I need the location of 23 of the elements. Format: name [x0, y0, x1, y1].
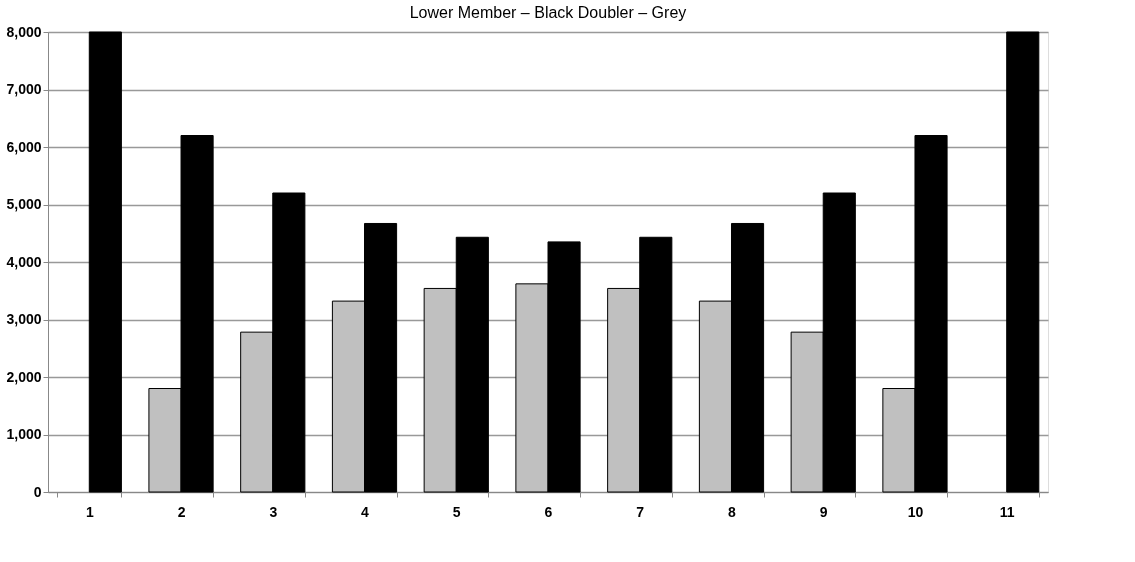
x-tick-label: 1	[85, 503, 94, 520]
y-tick-label: 7,000	[6, 81, 42, 97]
x-tick-label: 10	[907, 503, 924, 520]
x-tick-label: 11	[999, 503, 1015, 520]
bar	[88, 31, 122, 493]
y-tick-label: 3,000	[6, 311, 42, 327]
y-tick-label: 2,000	[6, 368, 42, 385]
y-tick-label: 4,000	[6, 253, 42, 270]
x-tick-label: 7	[636, 503, 645, 520]
x-tick-label: 3	[269, 503, 278, 520]
y-tick-label: 8,000	[6, 23, 42, 40]
y-tick-label: 5,000	[6, 196, 42, 212]
y-tick-label: 1,000	[6, 426, 42, 442]
x-tick-label: 9	[819, 503, 828, 520]
bar	[1006, 31, 1040, 493]
x-tick-label: 6	[544, 503, 553, 520]
x-tick-label: 2	[177, 503, 186, 520]
chart-title: Lower Member – Black Doubler – Grey	[409, 4, 687, 21]
y-tick-label: 0	[33, 483, 42, 500]
x-tick-label: 8	[728, 503, 737, 520]
y-tick-label: 6,000	[6, 138, 42, 155]
x-tick-label: 5	[452, 503, 461, 520]
x-tick-label: 4	[361, 503, 370, 520]
